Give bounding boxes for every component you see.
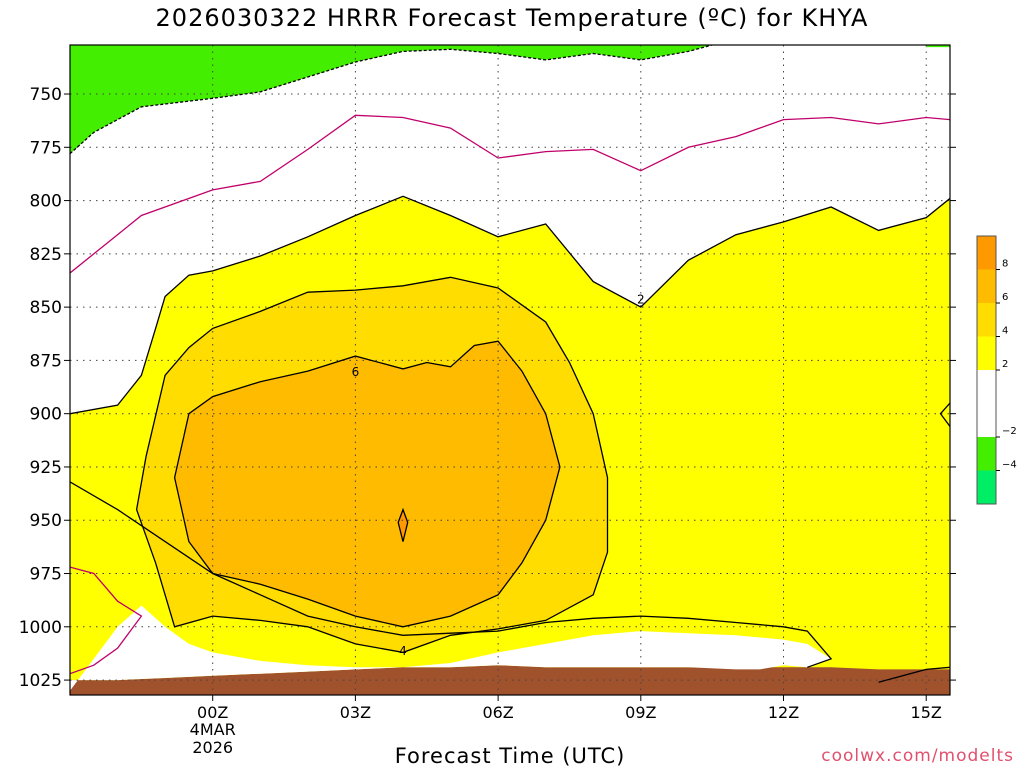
y-tick-label: 825 bbox=[30, 245, 62, 265]
contour-line-2 bbox=[878, 666, 950, 683]
colorbar-tick-label: −4 bbox=[1002, 460, 1017, 471]
contour-line-2 bbox=[939, 402, 950, 427]
region-ground bbox=[70, 665, 950, 695]
x-tick-date-year: 2026 bbox=[192, 738, 233, 757]
colorbar-tick-label: 2 bbox=[1002, 359, 1008, 370]
region-below-minus-2 bbox=[70, 45, 713, 154]
x-tick-date-month: 4MAR bbox=[190, 720, 236, 739]
contour-line-0 bbox=[70, 566, 143, 675]
x-tick-label: 00Z bbox=[197, 703, 228, 722]
colorbar-tick-label: 8 bbox=[1002, 259, 1008, 270]
contour-line-0 bbox=[70, 114, 950, 274]
colorbar-band bbox=[977, 370, 996, 437]
contour-line-6 bbox=[173, 340, 561, 628]
y-tick-label: 925 bbox=[30, 458, 62, 478]
plot-frame bbox=[69, 44, 951, 696]
contour-line--2 bbox=[70, 45, 713, 155]
x-tick-label: 09Z bbox=[625, 703, 656, 722]
x-tick-label: 03Z bbox=[340, 703, 371, 722]
y-tick-label: 1025 bbox=[19, 671, 62, 691]
region-above-6 bbox=[174, 341, 560, 627]
grid-lines bbox=[70, 45, 950, 695]
colorbar-tick-label: 6 bbox=[1002, 292, 1008, 303]
colorbar-tick-label: −2 bbox=[1002, 426, 1017, 437]
x-tick-label: 06Z bbox=[482, 703, 513, 722]
colorbar-band bbox=[977, 303, 996, 337]
contour-line-2 bbox=[70, 195, 950, 415]
y-axis: 750 775 800 825 850 875 900 925 950 975 1000 1025 bbox=[19, 85, 956, 691]
x-axis-title: Forecast Time (UTC) bbox=[394, 744, 626, 768]
y-tick-label: 1000 bbox=[19, 618, 62, 638]
colorbar-band bbox=[977, 336, 996, 370]
contour-line-4 bbox=[135, 276, 609, 654]
colorbar-tick-label: 4 bbox=[1002, 326, 1008, 337]
colorbar-band bbox=[977, 269, 996, 303]
x-tick-label: 12Z bbox=[768, 703, 799, 722]
colorbar: 8 6 4 2 −2 −4 bbox=[976, 235, 1017, 505]
y-tick-label: 900 bbox=[30, 405, 62, 425]
region-low-level-white bbox=[70, 605, 832, 691]
filled-contour-regions bbox=[70, 45, 950, 695]
chart-title: 2026030322 HRRR Forecast Temperature (ºC… bbox=[155, 4, 869, 32]
contour-label: 6 bbox=[352, 365, 360, 379]
colorbar-band bbox=[977, 236, 996, 270]
colorbar-band bbox=[977, 437, 996, 471]
contour-label: 4 bbox=[399, 644, 407, 658]
contour-label: 2 bbox=[637, 293, 645, 307]
x-tick-label: 15Z bbox=[911, 703, 942, 722]
contour-label-text: 6 bbox=[352, 365, 360, 379]
y-tick-label: 800 bbox=[30, 192, 62, 212]
contour-lines bbox=[70, 45, 950, 683]
contour-line-8 bbox=[397, 507, 409, 542]
y-tick-label: 850 bbox=[30, 298, 62, 318]
contour-label-text: 2 bbox=[637, 293, 645, 307]
y-tick-label: 775 bbox=[30, 138, 62, 158]
contour-labels: 2 6 4 bbox=[352, 293, 645, 659]
y-tick-label: 950 bbox=[30, 511, 62, 531]
contour-label-text: 4 bbox=[399, 644, 407, 658]
y-tick-label: 750 bbox=[30, 85, 62, 105]
credit-link[interactable]: coolwx.com/modelts bbox=[821, 746, 1014, 766]
y-tick-label: 875 bbox=[30, 351, 62, 371]
y-tick-label: 975 bbox=[30, 565, 62, 585]
colorbar-band bbox=[977, 470, 996, 504]
